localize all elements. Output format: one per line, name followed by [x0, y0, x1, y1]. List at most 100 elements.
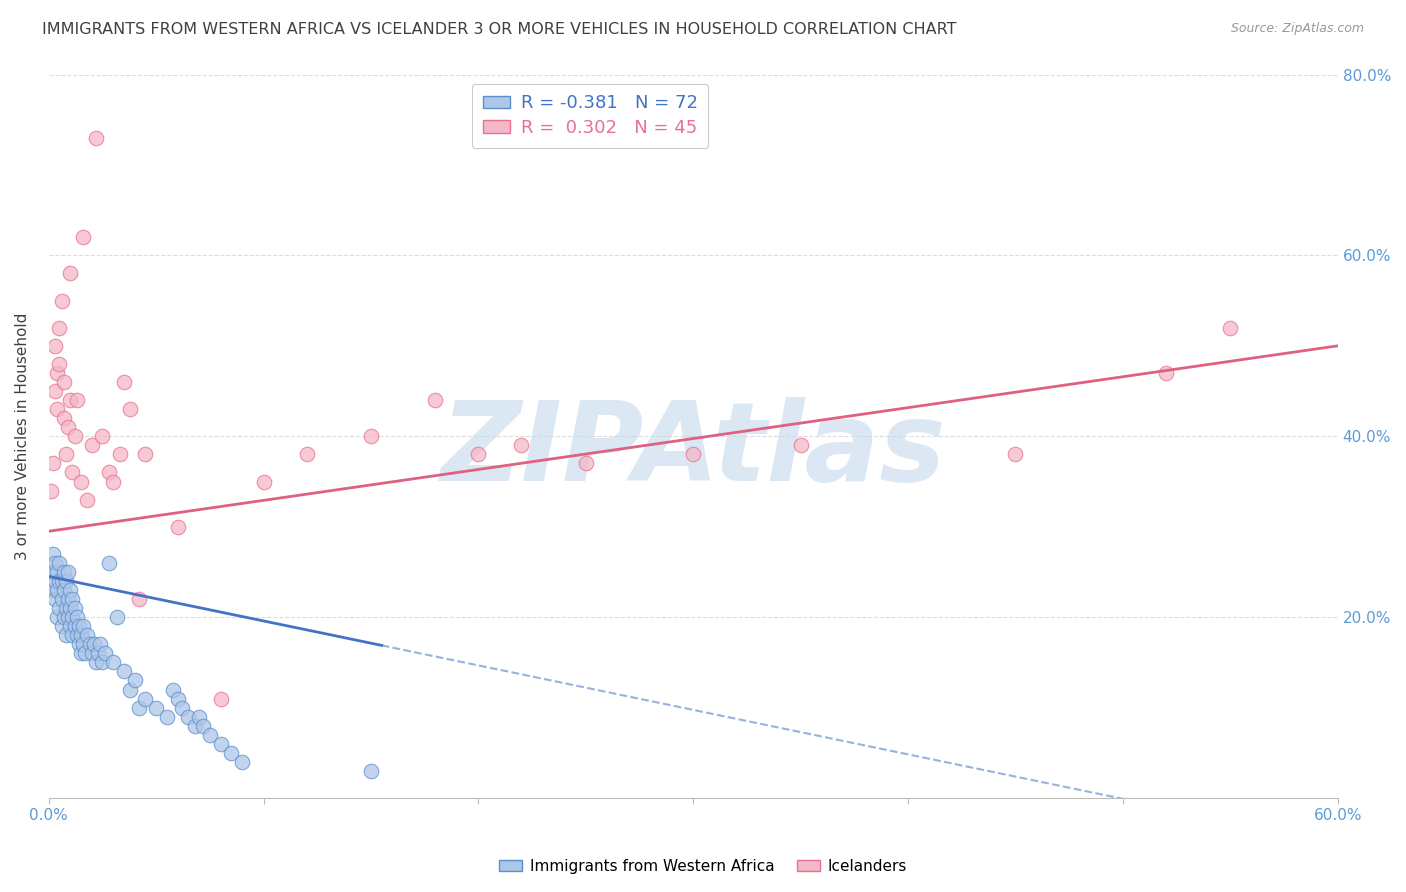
- Point: [91, 656, 114, 670]
- Point: [1004, 447, 1026, 461]
- Y-axis label: 3 or more Vehicles in Household: 3 or more Vehicles in Household: [15, 312, 30, 560]
- Point: [55, 628, 77, 642]
- Point: [252, 475, 274, 489]
- Point: [46, 610, 69, 624]
- Legend: Immigrants from Western Africa, Icelanders: Immigrants from Western Africa, Icelande…: [494, 853, 912, 880]
- Point: [166, 691, 188, 706]
- Point: [44, 556, 66, 570]
- Point: [39, 483, 62, 498]
- Point: [56, 420, 79, 434]
- Point: [60, 466, 83, 480]
- Point: [48, 574, 70, 588]
- Point: [231, 755, 253, 769]
- Point: [51, 293, 73, 308]
- Point: [84, 656, 107, 670]
- Point: [166, 520, 188, 534]
- Point: [128, 700, 150, 714]
- Point: [60, 628, 83, 642]
- Point: [70, 475, 93, 489]
- Point: [97, 466, 120, 480]
- Point: [56, 592, 79, 607]
- Point: [52, 375, 75, 389]
- Point: [48, 601, 70, 615]
- Point: [134, 691, 156, 706]
- Point: [108, 447, 131, 461]
- Point: [59, 619, 82, 633]
- Point: [63, 601, 86, 615]
- Point: [360, 429, 382, 443]
- Point: [52, 610, 75, 624]
- Point: [221, 746, 243, 760]
- Point: [46, 402, 69, 417]
- Point: [60, 610, 83, 624]
- Point: [112, 375, 135, 389]
- Point: [52, 411, 75, 425]
- Point: [66, 610, 89, 624]
- Point: [1219, 320, 1241, 334]
- Point: [209, 691, 232, 706]
- Point: [134, 447, 156, 461]
- Point: [80, 646, 103, 660]
- Point: [67, 637, 90, 651]
- Point: [63, 619, 86, 633]
- Point: [193, 719, 215, 733]
- Point: [79, 637, 101, 651]
- Point: [48, 320, 70, 334]
- Point: [51, 574, 73, 588]
- Point: [145, 700, 167, 714]
- Text: IMMIGRANTS FROM WESTERN AFRICA VS ICELANDER 3 OR MORE VEHICLES IN HOUSEHOLD CORR: IMMIGRANTS FROM WESTERN AFRICA VS ICELAN…: [42, 22, 956, 37]
- Point: [44, 384, 66, 398]
- Point: [209, 737, 232, 751]
- Point: [120, 682, 142, 697]
- Point: [56, 610, 79, 624]
- Point: [91, 429, 114, 443]
- Point: [72, 637, 94, 651]
- Point: [107, 610, 129, 624]
- Point: [295, 447, 318, 461]
- Point: [59, 267, 82, 281]
- Point: [59, 393, 82, 408]
- Point: [128, 592, 150, 607]
- Point: [120, 402, 142, 417]
- Point: [76, 628, 98, 642]
- Point: [48, 556, 70, 570]
- Point: [70, 628, 93, 642]
- Point: [87, 646, 110, 660]
- Point: [170, 700, 193, 714]
- Point: [46, 582, 69, 597]
- Point: [52, 565, 75, 579]
- Point: [789, 438, 811, 452]
- Point: [55, 601, 77, 615]
- Point: [60, 592, 83, 607]
- Text: ZIPAtlas: ZIPAtlas: [440, 397, 946, 504]
- Text: Source: ZipAtlas.com: Source: ZipAtlas.com: [1230, 22, 1364, 36]
- Point: [55, 447, 77, 461]
- Point: [112, 665, 135, 679]
- Point: [425, 393, 447, 408]
- Point: [162, 682, 184, 697]
- Point: [156, 709, 179, 723]
- Point: [1154, 366, 1177, 380]
- Point: [55, 574, 77, 588]
- Point: [46, 565, 69, 579]
- Point: [360, 764, 382, 778]
- Point: [46, 366, 69, 380]
- Point: [42, 582, 65, 597]
- Point: [51, 619, 73, 633]
- Point: [103, 475, 125, 489]
- Point: [575, 457, 598, 471]
- Point: [51, 592, 73, 607]
- Point: [467, 447, 489, 461]
- Point: [184, 719, 207, 733]
- Point: [177, 709, 200, 723]
- Point: [682, 447, 704, 461]
- Legend: R = -0.381   N = 72, R =  0.302   N = 45: R = -0.381 N = 72, R = 0.302 N = 45: [472, 84, 709, 147]
- Point: [97, 556, 120, 570]
- Point: [52, 582, 75, 597]
- Point: [83, 637, 105, 651]
- Point: [56, 565, 79, 579]
- Point: [67, 619, 90, 633]
- Point: [44, 339, 66, 353]
- Point: [89, 637, 111, 651]
- Point: [66, 628, 89, 642]
